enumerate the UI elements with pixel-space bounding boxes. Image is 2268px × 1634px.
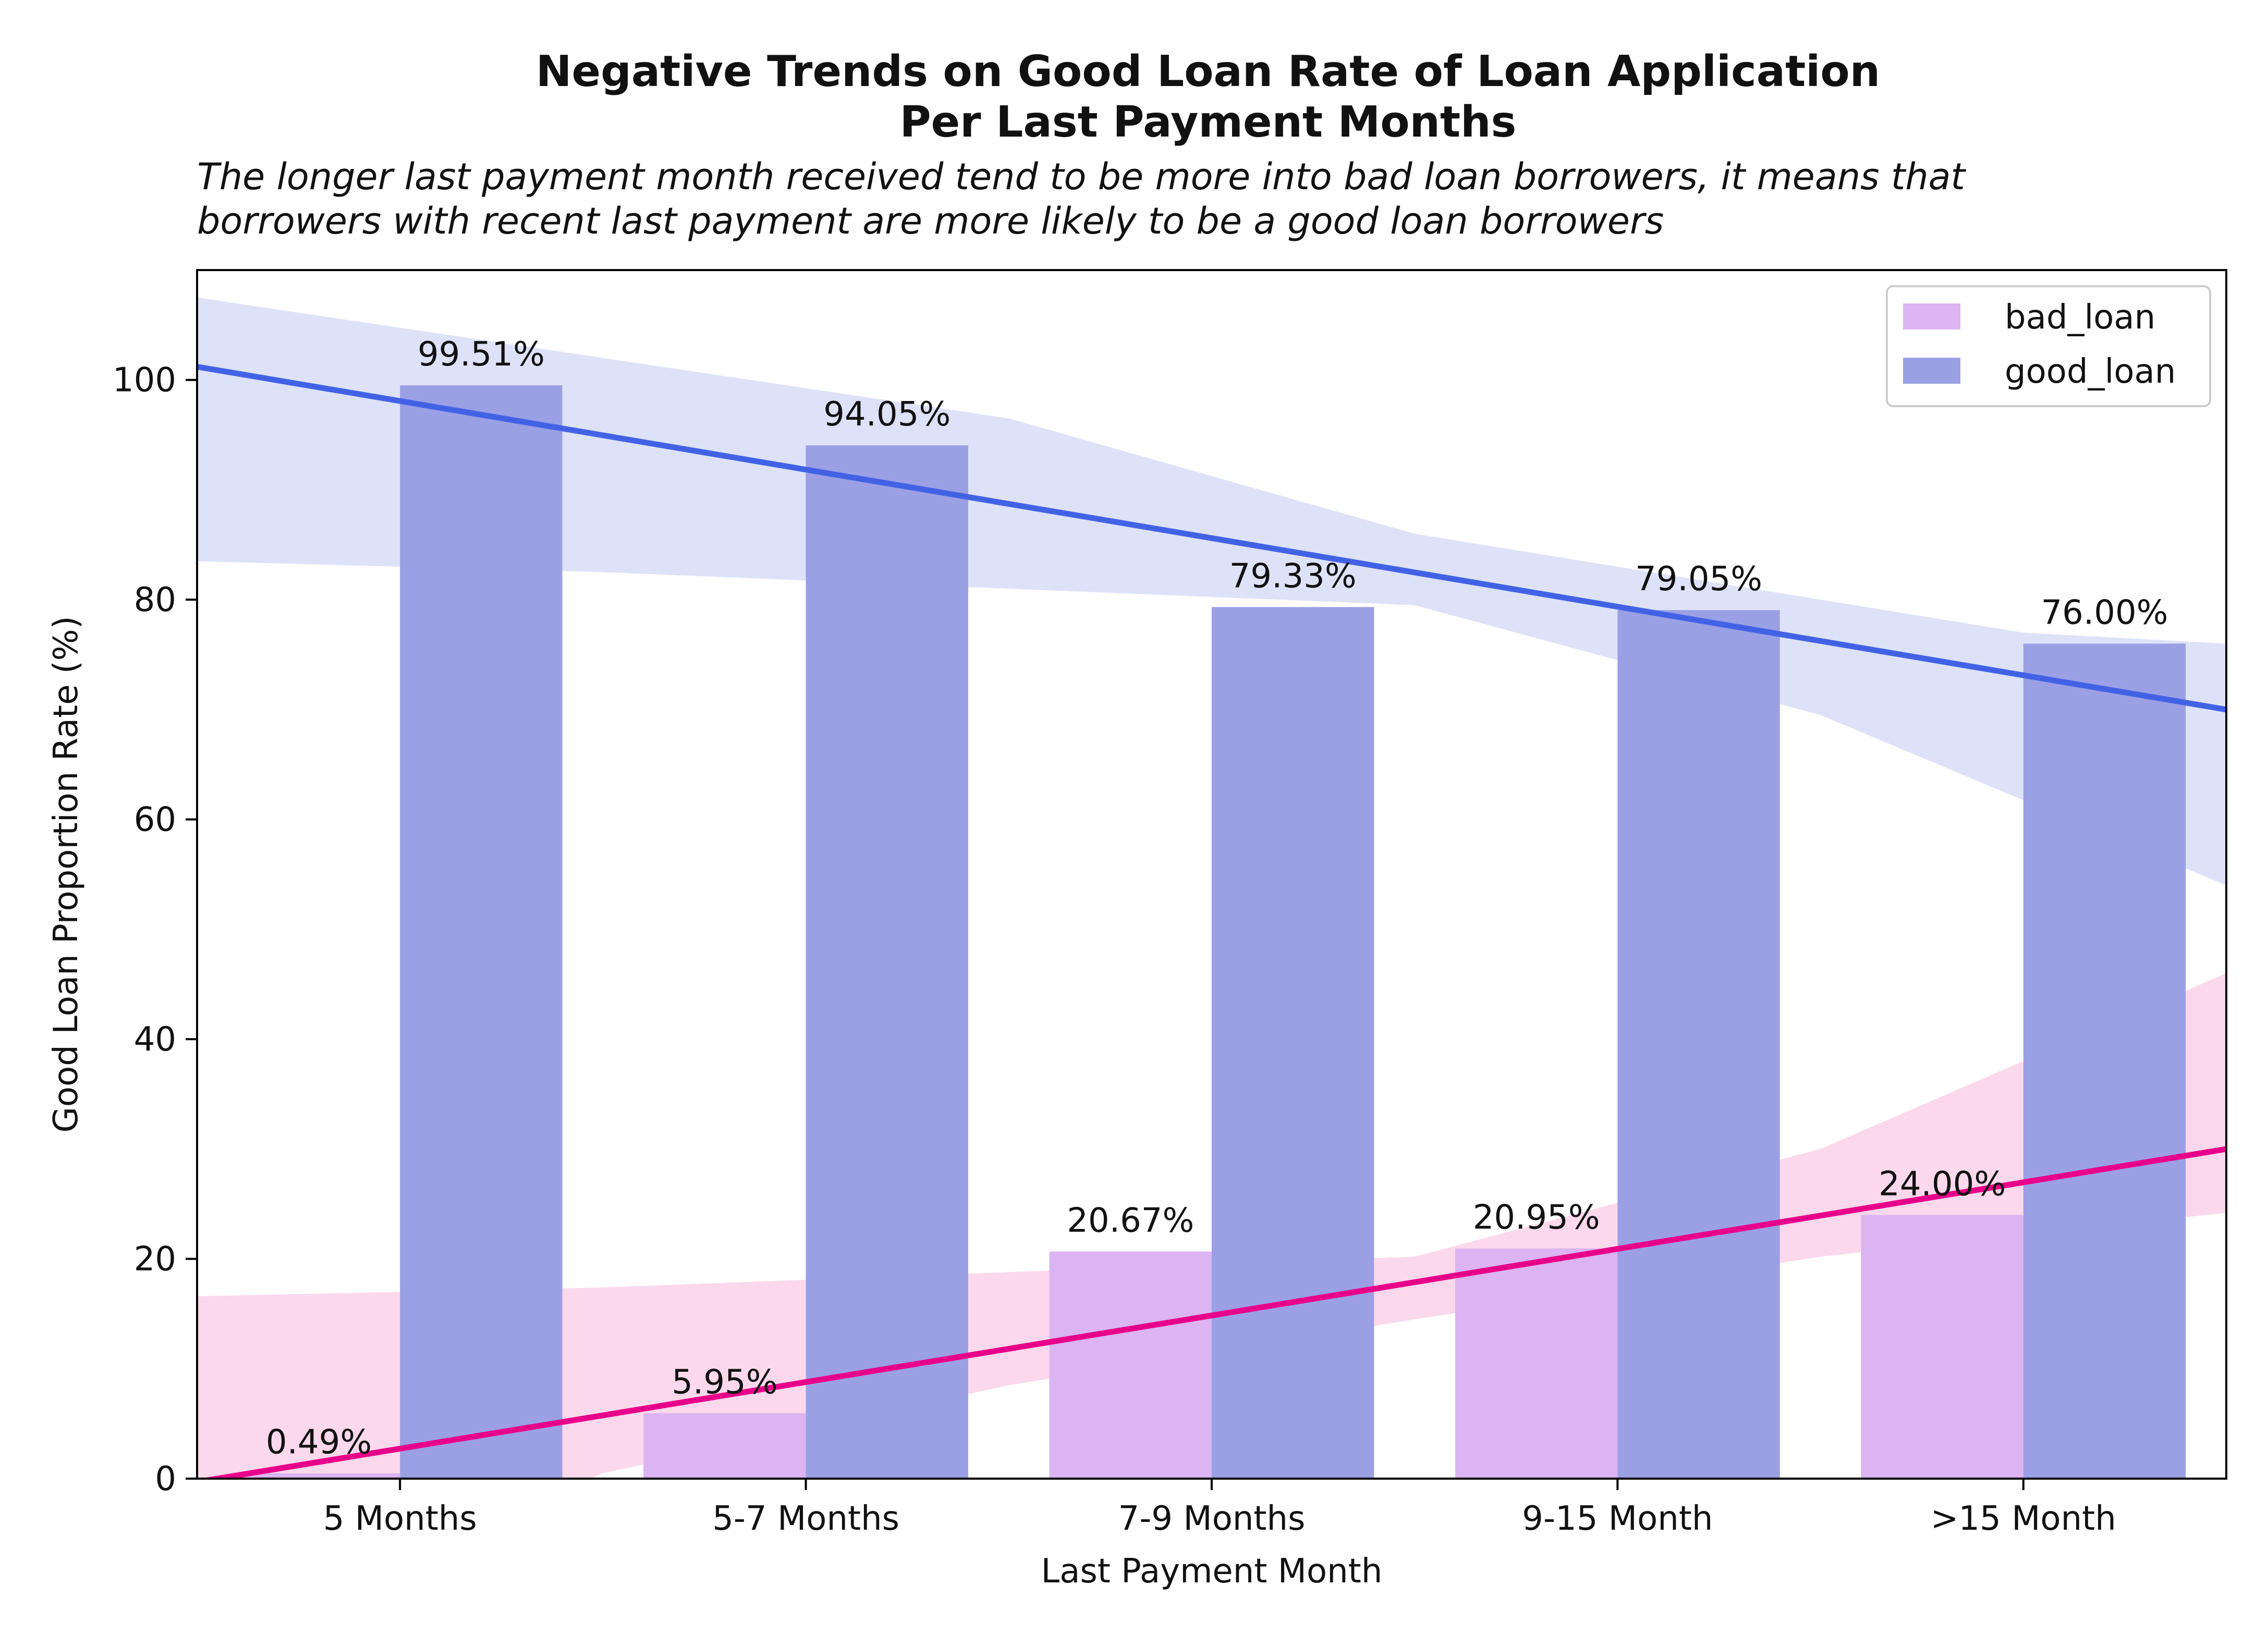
trend-band-bad-loan bbox=[197, 973, 2226, 1479]
data-label-bad-loan-1: 5.95% bbox=[672, 1363, 777, 1402]
y-tick-label-40: 40 bbox=[134, 1020, 176, 1059]
y-axis-label: Good Loan Proportion Rate (%) bbox=[47, 616, 86, 1132]
bar-good-loan-3 bbox=[1617, 610, 1780, 1479]
bar-bad-loan-0 bbox=[237, 1473, 400, 1479]
y-tick-label-80: 80 bbox=[134, 581, 176, 619]
bar-good-loan-2 bbox=[1212, 607, 1374, 1479]
legend-swatch-good-loan bbox=[1903, 358, 1960, 384]
data-label-good-loan-1: 94.05% bbox=[823, 395, 950, 434]
trend-line-bad-loan bbox=[199, 1146, 2226, 1479]
x-tick-label-1: 5-7 Months bbox=[712, 1499, 899, 1538]
trend-band-good-loan bbox=[197, 297, 2226, 886]
bar-bad-loan-2 bbox=[1049, 1251, 1212, 1479]
legend: bad_loan good_loan bbox=[1886, 285, 2211, 407]
chart-title-line-2: Per Last Payment Months bbox=[900, 97, 1517, 147]
data-label-good-loan-3: 79.05% bbox=[1635, 560, 1762, 599]
chart-subtitle-line-2: borrowers with recent last payment are m… bbox=[197, 200, 1664, 242]
y-tick-label-0: 0 bbox=[155, 1460, 176, 1498]
bar-good-loan-0 bbox=[400, 385, 563, 1479]
y-tick-label-20: 20 bbox=[134, 1240, 176, 1279]
chart-title-line-1: Negative Trends on Good Loan Rate of Loa… bbox=[536, 47, 1880, 96]
bar-good-loan-1 bbox=[806, 445, 968, 1479]
data-label-good-loan-0: 99.51% bbox=[418, 335, 545, 374]
data-label-bad-loan-4: 24.00% bbox=[1879, 1165, 2006, 1203]
data-label-good-loan-2: 79.33% bbox=[1229, 557, 1357, 595]
legend-label-good-loan: good_loan bbox=[2005, 352, 2176, 391]
chart-subtitle-line-1: The longer last payment month received t… bbox=[197, 155, 1967, 198]
x-tick-label-3: 9-15 Month bbox=[1522, 1499, 1713, 1538]
y-tick-label-60: 60 bbox=[134, 801, 176, 839]
bar-good-loan-4 bbox=[2023, 643, 2186, 1479]
y-tick-label-100: 100 bbox=[113, 361, 176, 400]
data-label-bad-loan-2: 20.67% bbox=[1067, 1201, 1194, 1240]
data-label-bad-loan-3: 20.95% bbox=[1473, 1199, 1600, 1237]
legend-label-bad-loan: bad_loan bbox=[2005, 298, 2155, 337]
bar-bad-loan-4 bbox=[1861, 1215, 2023, 1479]
x-tick-label-4: >15 Month bbox=[1931, 1499, 2116, 1538]
x-tick-label-0: 5 Months bbox=[323, 1499, 477, 1538]
data-label-bad-loan-0: 0.49% bbox=[266, 1423, 372, 1462]
bar-bad-loan-3 bbox=[1455, 1248, 1618, 1479]
x-tick-label-2: 7-9 Months bbox=[1118, 1499, 1306, 1538]
trend-line-good-loan bbox=[197, 364, 2226, 713]
data-label-good-loan-4: 76.00% bbox=[2041, 593, 2168, 632]
plot-frame bbox=[196, 269, 2227, 1480]
bar-bad-loan-1 bbox=[643, 1413, 806, 1479]
x-axis-label: Last Payment Month bbox=[1041, 1552, 1383, 1591]
legend-box bbox=[1886, 285, 2211, 407]
legend-swatch-bad-loan bbox=[1903, 303, 1960, 330]
plot-area: 0.49% 5.95% 20.67% 20.95% 24.00% 99.51% 94.05%… bbox=[113, 297, 2226, 1538]
